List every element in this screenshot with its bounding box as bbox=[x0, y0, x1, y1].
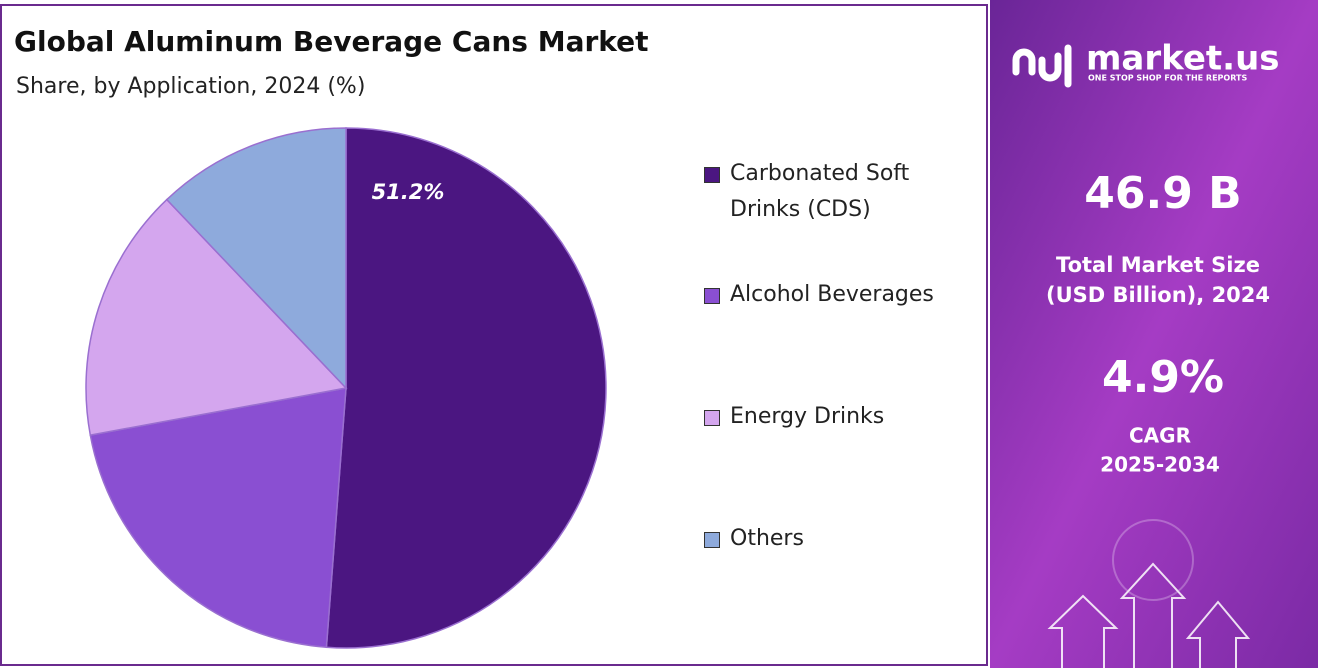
legend-label: Carbonated Soft Drinks (CDS) bbox=[730, 161, 910, 222]
pie: 51.2% bbox=[85, 127, 607, 649]
chart-title: Global Aluminum Beverage Cans Market bbox=[14, 25, 649, 58]
legend-item: Energy Drinks bbox=[704, 399, 974, 435]
pie-slice bbox=[165, 127, 347, 390]
pie-slice bbox=[89, 387, 347, 649]
legend-swatch bbox=[704, 532, 720, 548]
pie-slice bbox=[325, 127, 607, 649]
legend-item: Alcohol Beverages bbox=[704, 277, 974, 313]
tagline: ONE STOP SHOP FOR THE REPORTS bbox=[1088, 74, 1247, 83]
legend-label: Energy Drinks bbox=[730, 404, 885, 429]
legend-item: Carbonated Soft Drinks (CDS) bbox=[704, 156, 974, 228]
chart-subtitle: Share, by Application, 2024 (%) bbox=[16, 74, 365, 99]
brand: market.us bbox=[1086, 39, 1280, 79]
logo-icon bbox=[1012, 44, 1072, 88]
pie-slice bbox=[85, 198, 348, 436]
legend-label: Others bbox=[730, 526, 804, 551]
cagr: 4.9% bbox=[1102, 352, 1224, 403]
data-label: 51.2% bbox=[372, 180, 445, 204]
cagr-label: CAGR bbox=[1129, 424, 1191, 448]
legend-item: Others bbox=[704, 521, 974, 557]
chart-border bbox=[0, 4, 988, 666]
market-size: 46.9 B bbox=[1084, 168, 1241, 219]
legend-swatch bbox=[704, 288, 720, 304]
legend-swatch bbox=[704, 410, 720, 426]
arrows-decoration bbox=[1047, 519, 1251, 668]
market-size-label: (USD Billion), 2024 bbox=[1046, 283, 1270, 307]
side-panel bbox=[990, 0, 1318, 668]
legend-label: Alcohol Beverages bbox=[730, 282, 934, 307]
legend-swatch bbox=[704, 167, 720, 183]
market-size-label: Total Market Size bbox=[1056, 253, 1260, 277]
cagr-label: 2025-2034 bbox=[1100, 453, 1220, 477]
